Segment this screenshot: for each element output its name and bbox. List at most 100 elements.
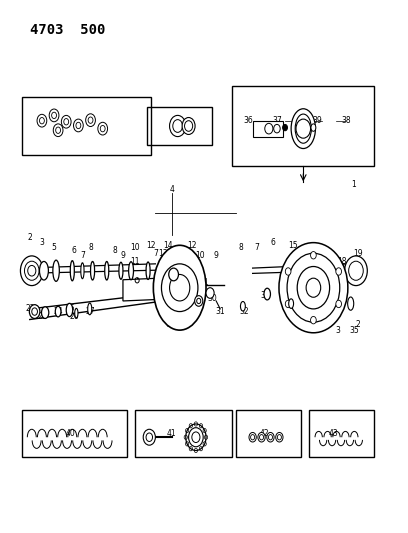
Text: 12: 12: [146, 241, 156, 250]
Text: 10: 10: [130, 244, 140, 253]
Text: 22: 22: [25, 304, 35, 313]
Text: 42: 42: [260, 429, 270, 438]
Text: 4: 4: [169, 185, 174, 194]
Text: 28: 28: [167, 320, 176, 329]
Ellipse shape: [42, 307, 49, 318]
Text: 13: 13: [159, 249, 168, 258]
Bar: [233, 86, 374, 166]
Circle shape: [49, 109, 59, 122]
Circle shape: [20, 256, 43, 286]
Text: 11: 11: [131, 257, 140, 265]
Text: 45: 45: [171, 119, 180, 128]
Ellipse shape: [186, 262, 190, 279]
Ellipse shape: [289, 261, 293, 281]
Circle shape: [345, 256, 367, 286]
Ellipse shape: [153, 245, 206, 330]
Circle shape: [336, 300, 341, 308]
Text: 43: 43: [329, 429, 339, 438]
Circle shape: [285, 300, 291, 308]
Text: 10: 10: [195, 252, 205, 261]
Text: 18: 18: [337, 257, 346, 265]
Text: 35: 35: [349, 326, 359, 335]
Text: 39: 39: [313, 116, 322, 125]
Text: 27: 27: [86, 307, 95, 316]
Circle shape: [182, 117, 195, 134]
Text: 8: 8: [88, 244, 93, 253]
Ellipse shape: [160, 263, 164, 279]
Text: 8: 8: [113, 246, 117, 255]
Circle shape: [170, 115, 186, 136]
Text: 23: 23: [37, 312, 47, 321]
Text: 36: 36: [244, 116, 253, 125]
Ellipse shape: [304, 260, 308, 281]
Text: 6: 6: [271, 238, 275, 247]
Ellipse shape: [66, 303, 73, 317]
Bar: [309, 410, 374, 457]
Text: 17: 17: [325, 252, 335, 261]
Ellipse shape: [167, 262, 171, 280]
Circle shape: [143, 429, 155, 445]
Text: 9: 9: [120, 252, 125, 261]
Text: 3: 3: [335, 326, 340, 335]
Circle shape: [86, 114, 95, 126]
Circle shape: [310, 252, 316, 259]
Circle shape: [186, 424, 206, 450]
Text: 2: 2: [27, 233, 32, 242]
Text: 34: 34: [288, 302, 298, 311]
Text: 31: 31: [215, 307, 225, 316]
Ellipse shape: [81, 263, 84, 279]
Circle shape: [283, 124, 288, 131]
Text: 3: 3: [40, 238, 44, 247]
Ellipse shape: [70, 261, 74, 281]
Ellipse shape: [55, 306, 61, 317]
Ellipse shape: [289, 299, 293, 309]
Text: 8: 8: [238, 244, 243, 253]
Bar: [22, 410, 127, 457]
Ellipse shape: [119, 262, 123, 279]
Text: 7: 7: [254, 244, 259, 253]
Circle shape: [29, 305, 40, 318]
Text: 38: 38: [341, 116, 350, 125]
Text: 4703  500: 4703 500: [30, 22, 105, 37]
Ellipse shape: [88, 303, 92, 315]
Circle shape: [249, 432, 256, 442]
Circle shape: [336, 268, 341, 275]
Text: 2: 2: [356, 320, 360, 329]
Circle shape: [323, 269, 328, 275]
Ellipse shape: [291, 109, 315, 149]
Circle shape: [98, 122, 108, 135]
Text: 21: 21: [199, 278, 209, 287]
Text: 32: 32: [240, 307, 249, 316]
Ellipse shape: [146, 262, 150, 279]
Text: 16: 16: [304, 246, 314, 255]
Ellipse shape: [40, 262, 49, 280]
Text: 12: 12: [187, 241, 197, 250]
Text: 20: 20: [167, 278, 176, 287]
Text: 40: 40: [65, 429, 75, 438]
Circle shape: [276, 432, 283, 442]
Text: 29: 29: [191, 304, 201, 313]
Text: 44: 44: [73, 122, 83, 131]
Text: 5: 5: [52, 244, 56, 253]
Ellipse shape: [129, 262, 133, 280]
Polygon shape: [123, 277, 184, 301]
Circle shape: [73, 119, 83, 132]
Circle shape: [285, 268, 291, 275]
Circle shape: [258, 432, 265, 442]
Ellipse shape: [264, 288, 271, 300]
Text: 6: 6: [72, 246, 77, 255]
Ellipse shape: [75, 309, 78, 318]
Text: 26: 26: [69, 312, 79, 321]
Circle shape: [53, 124, 63, 136]
Circle shape: [195, 296, 203, 306]
Text: 33: 33: [260, 291, 270, 300]
Ellipse shape: [240, 302, 245, 311]
Text: 25: 25: [65, 304, 75, 313]
Circle shape: [37, 114, 47, 127]
Circle shape: [169, 268, 178, 281]
Bar: [135, 410, 233, 457]
Circle shape: [310, 317, 316, 324]
Circle shape: [279, 243, 348, 333]
Ellipse shape: [53, 260, 59, 281]
Circle shape: [61, 115, 71, 128]
